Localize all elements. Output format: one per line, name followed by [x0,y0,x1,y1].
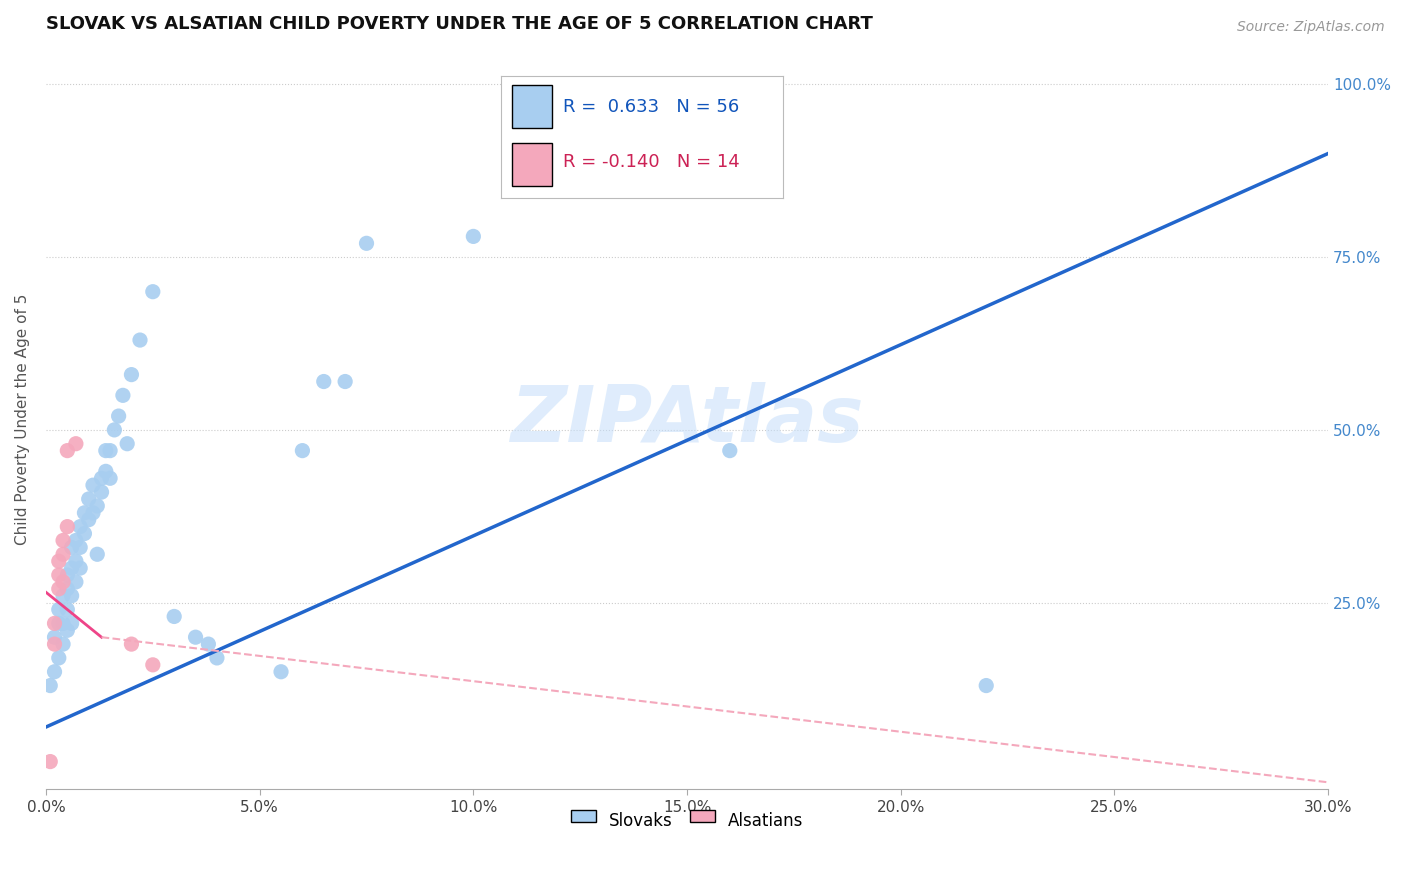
Point [48,651,70,665]
Point [197,637,219,651]
Point [718,443,741,458]
Point [56,602,79,616]
Point [73,506,96,520]
Point [56,624,79,638]
Point [44,630,66,644]
Point [111,388,134,402]
Point [115,436,138,450]
Point [44,665,66,679]
Point [39,679,62,693]
Point [48,602,70,616]
Point [52,533,75,548]
Point [44,616,66,631]
Point [56,568,79,582]
Point [98,443,121,458]
Point [90,485,112,500]
Point [77,491,100,506]
Point [312,375,335,389]
Point [56,519,79,533]
Point [48,568,70,582]
Point [98,471,121,485]
Point [56,443,79,458]
Point [86,547,108,561]
Point [82,506,104,520]
Y-axis label: Child Poverty Under the Age of 5: Child Poverty Under the Age of 5 [15,293,30,545]
Point [69,541,91,555]
Point [65,436,87,450]
Point [65,574,87,589]
Point [120,368,142,382]
Point [270,665,292,679]
Point [103,423,125,437]
Point [52,637,75,651]
Point [356,236,378,251]
Point [94,464,117,478]
Point [974,679,997,693]
Point [65,533,87,548]
Point [48,554,70,568]
Point [52,574,75,589]
Point [69,561,91,575]
Point [60,541,83,555]
Point [205,651,228,665]
Legend: Slovaks, Alsatians: Slovaks, Alsatians [564,805,810,837]
Point [48,582,70,596]
Point [107,409,129,423]
Point [463,229,485,244]
Point [82,478,104,492]
Text: ZIPAtlas: ZIPAtlas [510,382,863,458]
Point [60,616,83,631]
Point [77,513,100,527]
Point [52,547,75,561]
Point [94,443,117,458]
Point [129,333,152,347]
Point [142,657,165,672]
Point [184,630,207,644]
Point [73,526,96,541]
Point [90,471,112,485]
Point [142,285,165,299]
Point [120,637,142,651]
Point [52,589,75,603]
Point [65,554,87,568]
Text: SLOVAK VS ALSATIAN CHILD POVERTY UNDER THE AGE OF 5 CORRELATION CHART: SLOVAK VS ALSATIAN CHILD POVERTY UNDER T… [46,15,873,33]
Point [39,755,62,769]
Point [44,637,66,651]
Point [52,616,75,631]
Point [60,561,83,575]
Point [333,375,356,389]
Point [291,443,314,458]
Point [86,499,108,513]
Point [56,582,79,596]
Point [69,519,91,533]
Point [163,609,186,624]
Text: Source: ZipAtlas.com: Source: ZipAtlas.com [1237,20,1385,34]
Point [48,616,70,631]
Point [60,589,83,603]
